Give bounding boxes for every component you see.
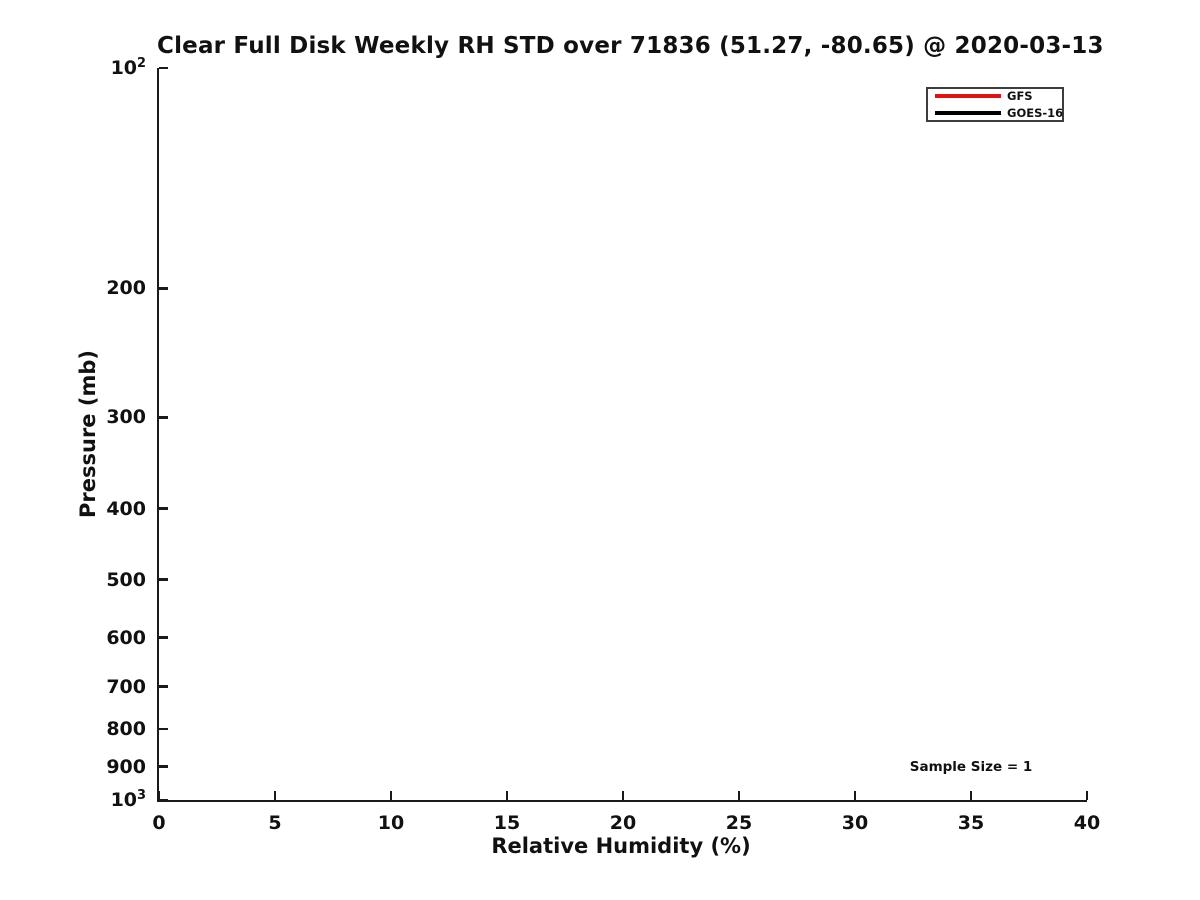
x-tick — [853, 791, 857, 800]
sample-size-annotation: Sample Size = 1 — [909, 758, 1033, 775]
legend-line-sample — [935, 94, 1001, 98]
x-axis-label: Relative Humidity (%) — [491, 834, 751, 858]
y-tick-label: 400 — [106, 497, 146, 520]
y-tick-label: 700 — [106, 675, 146, 698]
y-tick — [159, 416, 168, 419]
y-tick-label: 200 — [106, 277, 146, 300]
legend: GFS GOES-16 — [926, 87, 1064, 122]
x-tick — [737, 791, 741, 800]
y-tick-label: 102 — [110, 55, 146, 79]
y-tick — [159, 765, 168, 768]
x-tick-label: 15 — [493, 812, 521, 834]
x-tick-label: 5 — [268, 812, 282, 834]
x-tick — [505, 791, 509, 800]
y-tick — [159, 66, 168, 70]
y-tick — [159, 578, 168, 581]
y-tick — [159, 685, 168, 688]
chart-title: Clear Full Disk Weekly RH STD over 71836… — [157, 33, 1104, 59]
y-tick — [159, 727, 168, 731]
data-series-layer — [159, 68, 1087, 800]
y-axis-label: Pressure (mb) — [76, 350, 100, 518]
x-tick-label: 40 — [1073, 812, 1101, 834]
x-tick-label: 0 — [152, 812, 166, 834]
x-tick — [969, 791, 973, 800]
y-tick-label: 103 — [110, 787, 146, 811]
legend-line-sample — [935, 111, 1001, 115]
x-tick-label: 30 — [841, 812, 869, 834]
y-tick-label: 500 — [106, 568, 146, 591]
y-tick-label: 300 — [106, 406, 146, 429]
legend-entry: GOES-16 — [935, 106, 1064, 120]
x-tick — [157, 791, 161, 800]
legend-entry-label: GOES-16 — [1007, 106, 1064, 120]
plot-area: GFS GOES-16 0 5 10 15 20 25 30 35 40 102 200 300 400 5… — [106, 56, 1100, 834]
x-tick-label: 20 — [609, 812, 637, 834]
x-tick — [273, 791, 277, 800]
x-tick-label: 10 — [377, 812, 405, 834]
y-tick — [159, 636, 168, 639]
x-tick — [389, 791, 393, 800]
y-tick-label: 600 — [106, 626, 146, 649]
x-tick-label: 25 — [725, 812, 753, 834]
legend-entry: GFS — [935, 89, 1062, 103]
x-tick — [621, 791, 625, 800]
y-tick — [159, 287, 168, 290]
x-tick-label: 35 — [957, 812, 985, 834]
y-tick-label: 800 — [106, 718, 146, 741]
legend-entry-label: GFS — [1007, 89, 1033, 103]
x-tick — [1085, 791, 1089, 800]
y-tick — [159, 507, 168, 510]
y-tick — [159, 798, 168, 802]
y-tick-label: 900 — [106, 755, 146, 778]
